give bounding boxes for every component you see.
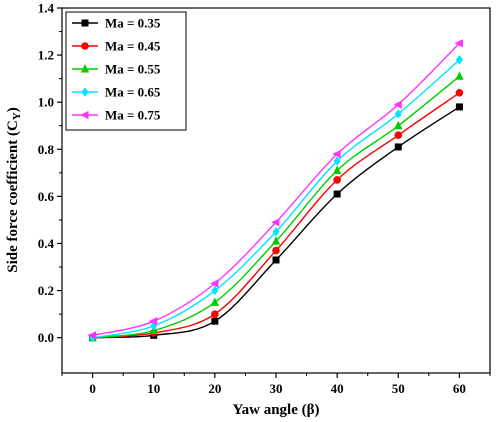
y-tick-label: 0.2	[38, 283, 54, 298]
data-point	[455, 88, 464, 97]
x-tick-label: 10	[147, 381, 160, 396]
data-point	[393, 100, 402, 109]
y-axis-title-subscript: Y	[11, 112, 23, 120]
data-point	[332, 165, 342, 174]
y-tick-label: 1.2	[38, 48, 54, 63]
data-point	[211, 310, 219, 318]
data-point	[333, 190, 341, 198]
data-point	[455, 71, 464, 80]
y-tick-label: 1.0	[38, 95, 54, 110]
y-axis-title-close: )	[5, 107, 21, 112]
data-point	[210, 297, 220, 306]
y-tick-label: 0.8	[38, 142, 55, 157]
data-point	[272, 246, 280, 255]
data-point	[272, 256, 280, 264]
x-axis-title: Yaw angle (β)	[232, 402, 319, 418]
series-markers	[87, 39, 464, 343]
data-point	[211, 317, 219, 325]
y-tick-label: 0.0	[38, 330, 54, 345]
y-tick-label: 0.6	[38, 189, 55, 204]
data-point	[455, 55, 464, 65]
data-point	[148, 317, 158, 326]
y-tick-label: 1.4	[38, 1, 55, 16]
legend-marker	[81, 87, 89, 97]
data-point	[394, 109, 402, 119]
data-point	[394, 120, 403, 130]
data-point	[332, 149, 341, 159]
x-tick-label: 30	[270, 381, 283, 396]
x-tick-label: 20	[208, 381, 221, 396]
data-point	[333, 156, 341, 166]
data-point	[211, 285, 219, 296]
y-tick-label: 0.4	[38, 236, 55, 251]
x-axis-ticks: 0 10 20 30 40 50 60	[61, 373, 491, 396]
legend-label: Ma = 0.75	[105, 108, 161, 123]
y-axis-title: Side force coefficient (CY)	[5, 107, 23, 273]
legend-label: Ma = 0.65	[105, 85, 161, 100]
data-point	[394, 143, 402, 151]
data-point	[394, 131, 403, 139]
data-point	[87, 331, 97, 340]
legend-marker	[81, 19, 89, 27]
x-tick-label: 40	[331, 381, 344, 396]
data-point	[271, 236, 281, 245]
legend: Ma = 0.35 Ma = 0.45 Ma = 0.55 Ma = 0.65 Ma =…	[65, 11, 187, 131]
data-point	[209, 279, 219, 288]
x-tick-label: 0	[89, 381, 96, 396]
x-tick-label: 50	[392, 381, 405, 396]
data-point	[455, 103, 463, 111]
legend-marker	[80, 110, 89, 120]
legend-marker	[80, 64, 90, 73]
data-point	[333, 176, 341, 184]
y-axis-title-main: Side force coefficient (C	[5, 120, 21, 273]
legend-marker	[81, 42, 89, 50]
legend-label: Ma = 0.35	[105, 16, 161, 31]
x-tick-label: 60	[453, 381, 466, 396]
data-point	[272, 227, 280, 237]
y-axis-ticks: 0.0 0.2 0.4 0.6 0.8 1.0 1.2 1.4	[38, 1, 62, 345]
legend-label: Ma = 0.45	[105, 39, 161, 54]
legend-label: Ma = 0.55	[105, 62, 161, 77]
data-point	[271, 218, 280, 227]
data-point	[454, 39, 463, 48]
